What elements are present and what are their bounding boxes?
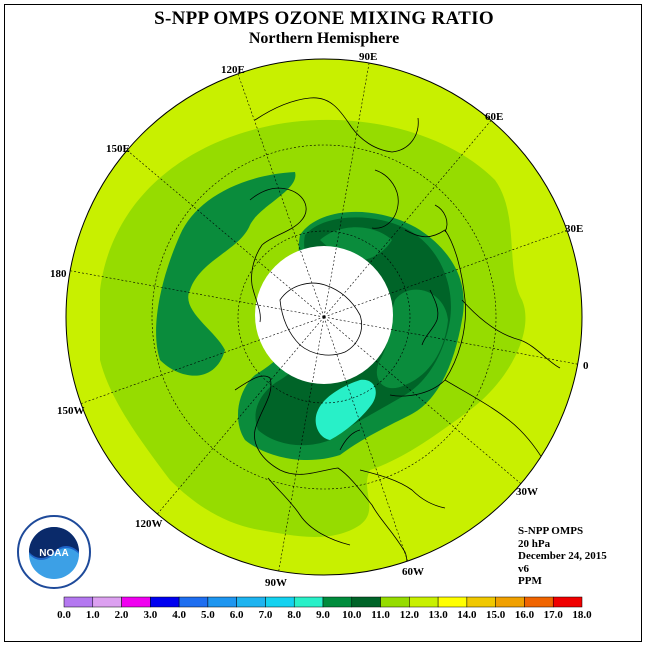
lon-label: 60E	[485, 111, 504, 123]
colorbar-tick-label: 15.0	[486, 609, 506, 621]
lon-label: 30E	[565, 223, 584, 235]
colorbar-segment	[178, 596, 209, 608]
data-version: v6	[518, 562, 529, 575]
lon-label: 120E	[221, 64, 245, 76]
colorbar-tick-label: 12.0	[399, 609, 419, 621]
colorbar-tick-label: 1.0	[85, 609, 100, 621]
graticule	[66, 59, 582, 575]
colorbar	[63, 596, 583, 608]
lon-label: 60W	[402, 566, 424, 578]
colorbar-segment	[409, 596, 439, 608]
lon-label: 30W	[516, 486, 538, 498]
colorbar-tick-label: 16.0	[514, 609, 535, 621]
product-info: S-NPP OMPS 20 hPa December 24, 2015 v6 P…	[518, 525, 607, 588]
instrument-name: S-NPP OMPS	[518, 525, 584, 537]
pressure-level: 20 hPa	[518, 537, 551, 550]
colorbar-segment	[495, 596, 525, 608]
colorbar-tick-label: 4.0	[172, 609, 186, 621]
lon-label: 180	[50, 268, 67, 280]
no-data-polar-region	[255, 246, 393, 384]
lon-label: 90W	[265, 577, 287, 589]
colorbar-tick-label: 18.0	[572, 609, 592, 621]
chart-subtitle: Northern Hemisphere	[248, 30, 400, 47]
lon-label: 90E	[359, 51, 378, 63]
colorbar-segment	[552, 596, 583, 608]
lon-label: 150E	[106, 143, 130, 155]
colorbar-segment	[92, 596, 122, 608]
lon-label: 150W	[57, 405, 85, 417]
colorbar-tick-label: 7.0	[258, 609, 273, 621]
colorbar-tick-label: 14.0	[457, 609, 477, 621]
chart-title: S-NPP OMPS OZONE MIXING RATIO	[154, 8, 494, 29]
colorbar-tick-label: 9.0	[316, 609, 330, 621]
colorbar-tick-label: 10.0	[342, 609, 362, 621]
colorbar-segment	[236, 596, 266, 608]
coastlines	[234, 97, 561, 575]
colorbar-segment	[265, 596, 295, 608]
colorbar-tick-label: 2.0	[114, 609, 129, 621]
unit-label: PPM	[518, 575, 542, 587]
plot-frame	[4, 4, 642, 642]
colorbar-tick-label: 0.0	[57, 609, 71, 621]
colorbar-segment	[524, 596, 554, 608]
colorbar-tick-label: 13.0	[428, 609, 448, 621]
colorbar-tick-label: 3.0	[143, 609, 158, 621]
logo-text: NOAA	[39, 548, 68, 559]
colorbar-segment	[121, 596, 151, 608]
colorbar-segment	[380, 596, 410, 608]
map-boundary	[65, 58, 583, 576]
observation-date: December 24, 2015	[518, 550, 607, 562]
colorbar-tick-label: 6.0	[229, 609, 244, 621]
colorbar-segment	[150, 596, 180, 608]
lon-label: 0	[583, 360, 589, 372]
colorbar-tick-label: 5.0	[201, 609, 215, 621]
colorbar-segment	[466, 596, 496, 608]
colorbar-tick-label: 17.0	[543, 609, 563, 621]
lon-label: 120W	[135, 518, 163, 530]
colorbar-segment	[63, 596, 94, 608]
ozone-contour-9	[320, 227, 448, 389]
colorbar-tick-label: 11.0	[371, 609, 390, 621]
colorbar-segment	[322, 596, 353, 608]
colorbar-segment	[437, 596, 468, 608]
colorbar-tick-label: 8.0	[287, 609, 302, 621]
colorbar-segment	[207, 596, 237, 608]
noaa-logo: NOAA	[17, 515, 91, 589]
colorbar-segment	[293, 596, 324, 608]
colorbar-segment	[351, 596, 381, 608]
